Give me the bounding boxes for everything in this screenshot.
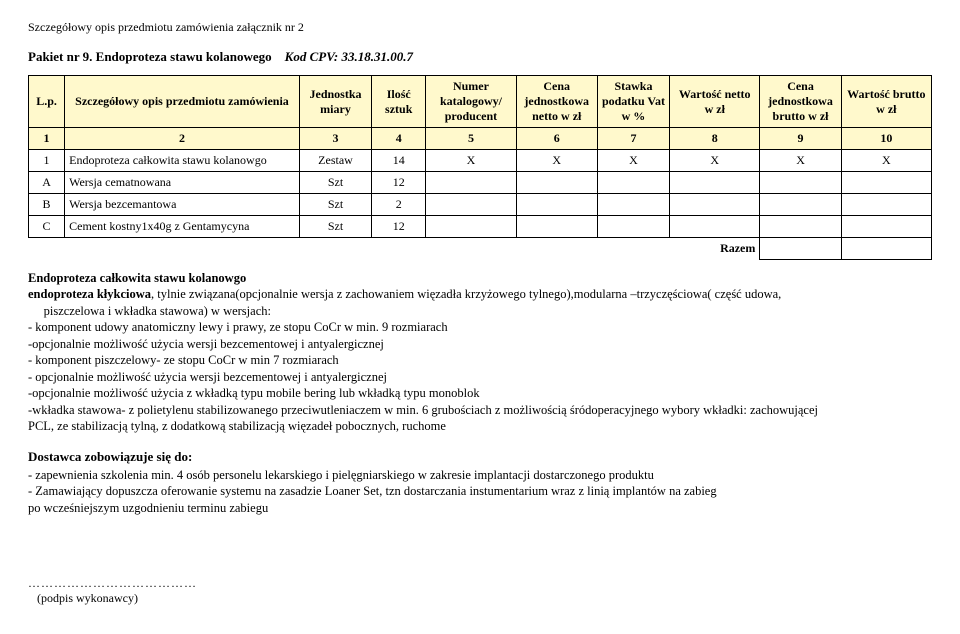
desc-line: - komponent piszczelowy- ze stopu CoCr w…	[28, 353, 339, 367]
desc-line: - opcjonalnie możliwość użycia wersji be…	[28, 370, 387, 384]
col-lp: L.p.	[29, 76, 65, 128]
col-wart-brutto: Wartość brutto w zł	[841, 76, 931, 128]
cell	[841, 194, 931, 216]
desc-line: piszczelowa i wkładka stawowa) w wersjac…	[28, 304, 271, 318]
cell	[670, 194, 760, 216]
colnum: 4	[372, 128, 426, 150]
razem-cell	[760, 238, 841, 260]
razem-cell	[841, 238, 931, 260]
cell	[670, 216, 760, 238]
colnum: 2	[65, 128, 300, 150]
cell-qty: 12	[372, 216, 426, 238]
cell-unit: Szt	[299, 194, 371, 216]
cell-name: Cement kostny1x40g z Gentamycyna	[65, 216, 300, 238]
attachment-header: Szczegółowy opis przedmiotu zamówienia z…	[28, 20, 932, 35]
cell-qty: 2	[372, 194, 426, 216]
col-cena-brutto: Cena jednostkowa brutto w zł	[760, 76, 841, 128]
colnum: 10	[841, 128, 931, 150]
cell-qty: 14	[372, 150, 426, 172]
cell-unit: Szt	[299, 172, 371, 194]
supplier-line: - Zamawiający dopuszcza oferowanie syste…	[28, 484, 717, 498]
desc-line: -opcjonalnie możliwość użycia wersji bez…	[28, 337, 384, 351]
cell-lp: A	[29, 172, 65, 194]
signature-dots: …………………………………	[28, 576, 197, 590]
cell-name: Wersja cematnowana	[65, 172, 300, 194]
razem-label: Razem	[670, 238, 760, 260]
col-catalog: Numer katalogowy/ producent	[426, 76, 516, 128]
description-section: Endoproteza całkowita stawu kolanowgo en…	[28, 270, 932, 435]
cell	[426, 194, 516, 216]
colnum: 3	[299, 128, 371, 150]
colnum: 7	[597, 128, 669, 150]
cell: X	[516, 150, 597, 172]
cell	[841, 216, 931, 238]
cell: X	[426, 150, 516, 172]
cell	[841, 172, 931, 194]
cell-unit: Szt	[299, 216, 371, 238]
desc-line: -opcjonalnie możliwość użycia z wkładką …	[28, 386, 480, 400]
supplier-title: Dostawca zobowiązuje się do:	[28, 449, 932, 465]
cell	[597, 194, 669, 216]
colnum: 1	[29, 128, 65, 150]
signature-label: (podpis wykonawcy)	[37, 591, 138, 605]
supplier-line: po wcześniejszym uzgodnieniu terminu zab…	[28, 501, 268, 515]
col-unit: Jednostka miary	[299, 76, 371, 128]
cell	[760, 172, 841, 194]
desc-lead-rest: , tylnie związana(opcjonalnie wersja z z…	[151, 287, 781, 301]
cell	[516, 194, 597, 216]
colnum: 5	[426, 128, 516, 150]
table-row: 1 Endoproteza całkowita stawu kolanowgo …	[29, 150, 932, 172]
cell-lp: B	[29, 194, 65, 216]
supplier-line: - zapewnienia szkolenia min. 4 osób pers…	[28, 468, 654, 482]
cell	[426, 172, 516, 194]
cell: X	[597, 150, 669, 172]
cell-lp: C	[29, 216, 65, 238]
table-row: A Wersja cematnowana Szt 12	[29, 172, 932, 194]
cpv-code: Kod CPV: 33.18.31.00.7	[285, 49, 413, 64]
cell	[597, 216, 669, 238]
table-row: B Wersja bezcemantowa Szt 2	[29, 194, 932, 216]
table-number-row: 1 2 3 4 5 6 7 8 9 10	[29, 128, 932, 150]
table-row: C Cement kostny1x40g z Gentamycyna Szt 1…	[29, 216, 932, 238]
col-name: Szczegółowy opis przedmiotu zamówienia	[65, 76, 300, 128]
cell: X	[760, 150, 841, 172]
cell	[516, 172, 597, 194]
col-qty: Ilość sztuk	[372, 76, 426, 128]
cell: X	[841, 150, 931, 172]
cell-lp: 1	[29, 150, 65, 172]
cell-unit: Zestaw	[299, 150, 371, 172]
desc-title: Endoproteza całkowita stawu kolanowgo	[28, 271, 246, 285]
cell: X	[670, 150, 760, 172]
cell	[426, 216, 516, 238]
cell-name: Endoproteza całkowita stawu kolanowgo	[65, 150, 300, 172]
table-header-row: L.p. Szczegółowy opis przedmiotu zamówie…	[29, 76, 932, 128]
desc-line: -wkładka stawowa- z polietylenu stabiliz…	[28, 403, 818, 417]
table-razem-row: Razem	[29, 238, 932, 260]
signature-block: ………………………………… (podpis wykonawcy)	[28, 576, 932, 606]
col-vat: Stawka podatku Vat w %	[597, 76, 669, 128]
cell	[670, 172, 760, 194]
cell-name: Wersja bezcemantowa	[65, 194, 300, 216]
colnum: 8	[670, 128, 760, 150]
colnum: 9	[760, 128, 841, 150]
cell	[516, 216, 597, 238]
cell	[597, 172, 669, 194]
desc-lead-bold: endoproteza kłykciowa	[28, 287, 151, 301]
package-line: Pakiet nr 9. Endoproteza stawu kolanoweg…	[28, 49, 932, 65]
col-cena-netto: Cena jednostkowa netto w zł	[516, 76, 597, 128]
package-title: Pakiet nr 9. Endoproteza stawu kolanoweg…	[28, 49, 272, 64]
desc-line: - komponent udowy anatomiczny lewy i pra…	[28, 320, 448, 334]
cell	[760, 194, 841, 216]
items-table: L.p. Szczegółowy opis przedmiotu zamówie…	[28, 75, 932, 260]
supplier-section: - zapewnienia szkolenia min. 4 osób pers…	[28, 467, 932, 517]
cell-qty: 12	[372, 172, 426, 194]
colnum: 6	[516, 128, 597, 150]
desc-line: PCL, ze stabilizacją tylną, z dodatkową …	[28, 419, 446, 433]
cell	[760, 216, 841, 238]
col-wart-netto: Wartość netto w zł	[670, 76, 760, 128]
